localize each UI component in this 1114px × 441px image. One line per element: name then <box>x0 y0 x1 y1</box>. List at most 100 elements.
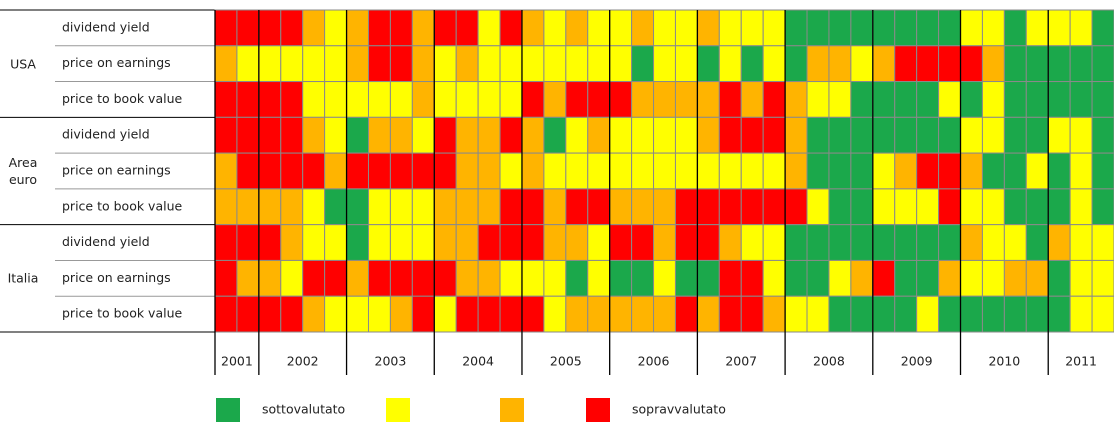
heat-cell <box>872 259 896 297</box>
heat-cell <box>806 152 830 190</box>
heat-cell <box>499 81 523 118</box>
heat-cell <box>696 81 720 118</box>
heat-cell <box>674 224 698 261</box>
heat-cell <box>653 188 676 226</box>
heat-cell <box>521 116 545 154</box>
heat-cell <box>609 259 633 297</box>
heat-cell <box>214 45 238 83</box>
heat-cell <box>1025 188 1049 226</box>
heat-cell <box>389 116 413 154</box>
heat-cell <box>214 295 238 333</box>
heat-cell <box>1069 224 1093 261</box>
heat-cell <box>367 81 391 118</box>
heat-cell <box>894 9 918 47</box>
heat-cell <box>565 45 589 83</box>
heat-cell <box>960 152 983 190</box>
heat-cell <box>302 81 326 118</box>
heat-cell <box>981 45 1005 83</box>
heat-cell <box>1003 295 1027 333</box>
heat-cell <box>455 116 479 154</box>
heat-cell <box>455 81 479 118</box>
heat-cell <box>806 45 830 83</box>
heat-cell <box>389 81 413 118</box>
heat-cell <box>346 116 369 154</box>
heat-cell <box>1003 9 1027 47</box>
heat-cell <box>806 116 830 154</box>
heat-cell <box>740 9 764 47</box>
heat-cell <box>938 188 962 226</box>
heat-cell <box>1069 188 1093 226</box>
heat-cell <box>324 188 348 226</box>
heat-cell <box>960 45 983 83</box>
heat-cell <box>521 224 545 261</box>
heat-cell <box>981 152 1005 190</box>
heat-cell <box>960 116 983 154</box>
heat-cell <box>367 45 391 83</box>
heat-cell <box>1091 295 1114 333</box>
heat-cell <box>324 9 348 47</box>
heat-cell <box>346 295 369 333</box>
heat-cell <box>894 81 918 118</box>
heat-cell <box>1047 295 1071 333</box>
heat-cell <box>367 188 391 226</box>
heat-cell <box>499 224 523 261</box>
heat-cell <box>938 224 962 261</box>
heat-cell <box>236 45 260 83</box>
heat-cell <box>302 188 326 226</box>
heat-cell <box>981 188 1005 226</box>
heat-cell <box>280 152 304 190</box>
heat-cell <box>324 295 348 333</box>
heat-cell <box>411 295 435 333</box>
heat-cell <box>302 9 326 47</box>
heat-cell <box>850 295 874 333</box>
heat-cell <box>762 188 786 226</box>
x-tick-label: 2005 <box>550 354 582 369</box>
heat-cell <box>894 152 918 190</box>
heat-cell <box>477 188 501 226</box>
heat-cell <box>346 188 369 226</box>
heat-cell <box>214 81 238 118</box>
heat-cell <box>850 81 874 118</box>
heat-cell <box>806 81 830 118</box>
heat-cell <box>981 259 1005 297</box>
heat-cell <box>1047 152 1071 190</box>
heat-cell <box>367 295 391 333</box>
heat-cell <box>1003 116 1027 154</box>
heat-cell <box>236 152 260 190</box>
x-tick-label: 2011 <box>1065 354 1097 369</box>
heat-cell <box>499 259 523 297</box>
heat-cell <box>653 295 676 333</box>
legend-swatch <box>386 398 410 422</box>
heat-cell <box>587 9 611 47</box>
x-tick-label: 2007 <box>725 354 757 369</box>
heat-cell <box>653 116 676 154</box>
heat-cell <box>828 224 852 261</box>
heat-cell <box>828 152 852 190</box>
heat-cell <box>718 295 742 333</box>
heat-cell <box>587 259 611 297</box>
heat-cell <box>609 116 633 154</box>
heat-cell <box>960 259 983 297</box>
heat-cell <box>674 295 698 333</box>
heat-cell <box>1025 9 1049 47</box>
heat-cell <box>236 188 260 226</box>
heat-cell <box>916 152 940 190</box>
heat-cell <box>762 81 786 118</box>
heat-cell <box>346 81 369 118</box>
heat-cell <box>718 9 742 47</box>
group-label: Area euro <box>8 155 38 187</box>
heat-cell <box>521 295 545 333</box>
heat-cell <box>433 81 457 118</box>
heat-cell <box>674 188 698 226</box>
heat-cell <box>696 116 720 154</box>
heat-cell <box>477 295 501 333</box>
heat-cell <box>236 295 260 333</box>
heat-cell <box>565 9 589 47</box>
heat-cell <box>894 116 918 154</box>
heat-cell <box>894 45 918 83</box>
heat-cell <box>631 45 655 83</box>
heat-cell <box>806 295 830 333</box>
heat-cell <box>806 9 830 47</box>
heat-cell <box>258 45 282 83</box>
heat-cell <box>631 116 655 154</box>
